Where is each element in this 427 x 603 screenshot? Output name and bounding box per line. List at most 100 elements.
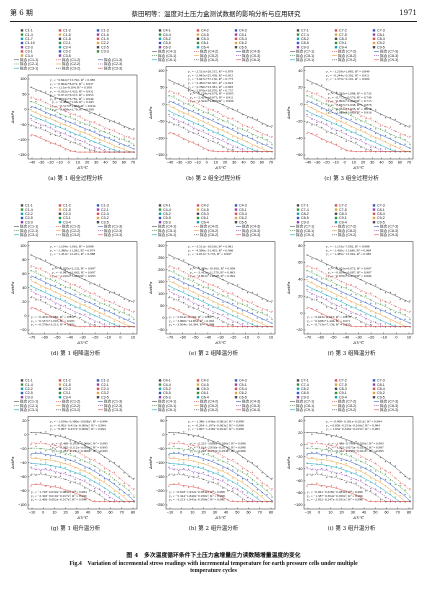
data-point	[94, 323, 96, 326]
data-point	[187, 298, 190, 300]
panel-caption: (h) 第 2 组升温分析	[188, 526, 239, 532]
y-tick-label: 0	[24, 314, 26, 318]
legend-label: C6-4	[201, 220, 209, 224]
legend-fit-label: 拟合 (C7-2)	[338, 399, 356, 404]
data-point	[35, 106, 37, 108]
data-point	[241, 468, 244, 470]
legend-label: C7-3	[377, 204, 385, 208]
data-point	[370, 148, 372, 151]
data-point	[123, 321, 125, 323]
data-point	[35, 289, 37, 291]
data-point	[79, 459, 81, 462]
data-point	[365, 324, 367, 326]
data-point	[330, 279, 333, 282]
data-point	[54, 303, 57, 305]
fit-equation: y₄ = −0.970x+2.232, R² = 0.997	[52, 267, 96, 272]
legend-label: C1-2	[63, 204, 71, 208]
fit-line	[306, 121, 410, 152]
data-point	[35, 299, 37, 301]
legend-marker	[158, 37, 162, 40]
x-tick-label: 10	[131, 336, 135, 340]
legend-marker	[58, 396, 62, 399]
fit-equation: y₅ = −0.285−0.112x−0.006x², R² = 0.995	[52, 445, 108, 450]
data-point	[108, 291, 111, 294]
fit-equation: y₄ = −0.468−0.193x−0.006x², R² = 0.995	[52, 442, 108, 447]
data-point	[54, 266, 57, 269]
data-point	[311, 101, 313, 103]
data-point	[316, 459, 318, 462]
fit-line	[306, 105, 411, 152]
x-tick-label: −40	[305, 161, 311, 165]
data-point	[374, 462, 377, 465]
data-point	[178, 470, 180, 472]
legend-marker	[234, 379, 238, 382]
panel-chart: C4-1 C4-2 C4-3C4-4 C4-5 C5-1C5-2 C5-3 C5-4C5-5…	[149, 29, 276, 170]
data-point	[173, 106, 175, 108]
legend-marker	[334, 41, 338, 45]
data-point	[241, 499, 244, 501]
data-point	[187, 275, 190, 277]
data-point	[192, 100, 195, 103]
data-point	[168, 91, 170, 93]
data-point	[113, 461, 116, 464]
data-point	[202, 459, 205, 461]
data-point	[251, 490, 254, 493]
data-point	[321, 84, 323, 86]
data-point	[98, 130, 101, 133]
data-point	[173, 468, 175, 471]
data-point	[69, 141, 71, 144]
data-point	[35, 270, 37, 272]
x-tick-label: 70	[131, 161, 135, 165]
data-point	[168, 284, 170, 287]
data-point	[266, 318, 268, 320]
data-point	[227, 461, 229, 463]
data-point	[330, 303, 333, 305]
data-point	[345, 98, 347, 101]
data-point	[335, 298, 338, 300]
data-point	[379, 478, 382, 480]
data-point	[173, 456, 175, 459]
y-tick-label: 40	[298, 419, 302, 423]
data-point	[232, 148, 234, 151]
data-point	[251, 461, 254, 464]
data-point	[128, 128, 130, 130]
data-point	[212, 324, 214, 327]
data-point	[69, 450, 71, 453]
fit-line	[306, 275, 411, 324]
data-point	[360, 498, 362, 500]
data-point	[30, 307, 32, 310]
data-point	[98, 462, 101, 465]
x-tick-label: −70	[305, 336, 311, 340]
data-point	[178, 298, 180, 301]
data-point	[183, 473, 185, 475]
data-point	[321, 450, 323, 452]
x-tick-label: 30	[351, 511, 355, 515]
x-tick-label: 70	[120, 511, 124, 515]
data-point	[360, 115, 362, 118]
data-point	[404, 313, 406, 316]
data-point	[222, 469, 224, 472]
fit-line	[306, 270, 411, 319]
data-point	[187, 110, 190, 112]
fit-line	[306, 285, 410, 327]
legend-fit-label: 拟合 (C9-1)	[296, 57, 314, 62]
data-point	[335, 434, 338, 436]
legend-fit-label: 拟合 (C8-1)	[296, 53, 314, 58]
data-point	[178, 472, 180, 474]
data-point	[49, 457, 52, 460]
data-point	[45, 462, 47, 464]
panel-1: C4-1 C4-2 C4-3 C4-4 C4-5 C5-1 C5-2 C5-3 C5-4 C5-5…	[148, 26, 279, 186]
data-point	[389, 301, 392, 303]
legend-label: C6-3	[163, 395, 171, 399]
data-point	[69, 315, 71, 317]
y-tick-label: 0	[162, 316, 164, 320]
data-point	[79, 122, 81, 124]
legend-marker	[158, 204, 162, 207]
data-point	[360, 295, 362, 297]
data-point	[404, 484, 406, 486]
data-point	[207, 315, 209, 317]
data-point	[325, 100, 328, 102]
fit-equation: y₈ = −0.638x+1.446, R² = 0.971	[307, 319, 351, 324]
data-point	[40, 115, 42, 117]
plot-area	[303, 66, 414, 160]
